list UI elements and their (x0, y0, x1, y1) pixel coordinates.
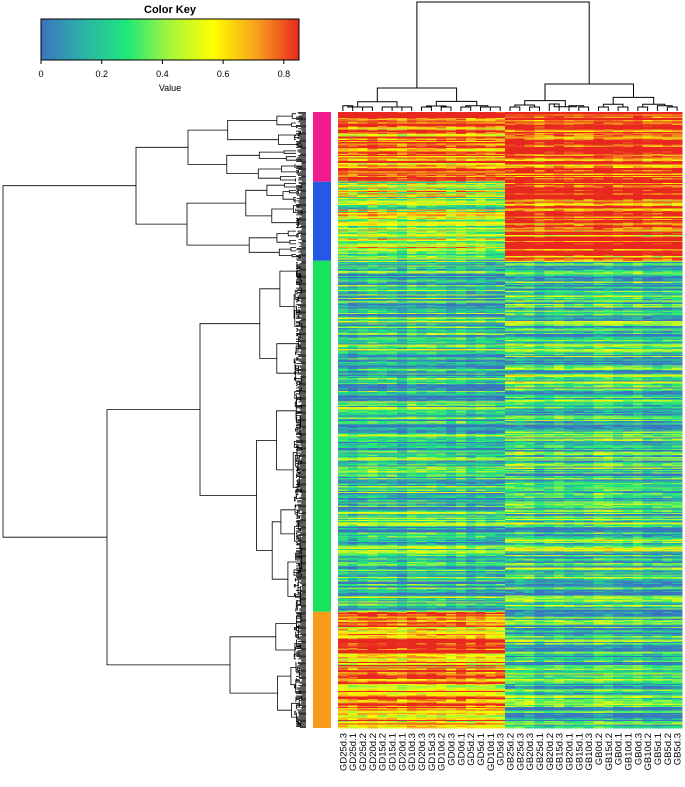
row-dendrogram-branch (267, 185, 285, 195)
row-dendrogram-branch (200, 324, 260, 496)
row-dendrogram-branch (280, 271, 297, 307)
row-dendrogram-branch (284, 151, 296, 153)
color-key-bar (41, 19, 299, 60)
row-dendrogram-branch (272, 522, 288, 579)
color-key-title: Color Key (144, 4, 197, 16)
column-dendrogram (343, 2, 677, 111)
color-key-tick-label: 0.8 (278, 69, 291, 79)
row-dendrogram-branch (296, 224, 298, 227)
row-dendrogram-branch (188, 130, 228, 164)
column-dendrogram-branch (358, 102, 397, 107)
column-dendrogram-branch (377, 88, 456, 102)
row-dendrogram-branch (281, 510, 295, 534)
row-dendrogram-branch (296, 339, 300, 341)
column-dendrogram-branch (510, 107, 520, 111)
column-dendrogram-branch (441, 107, 451, 111)
row-dendrogram-branch (296, 383, 297, 385)
row-dendrogram-branch (291, 667, 296, 684)
row-dendrogram-branch (296, 329, 298, 331)
color-key-tick-label: 0.2 (95, 69, 108, 79)
row-dendrogram-branch (296, 292, 297, 294)
color-key-axis: 0 0.2 0.4 0.6 0.8 (38, 60, 290, 79)
row-dendrogram-branch (279, 249, 292, 255)
row-dendrogram-branch (278, 135, 299, 145)
row-side-color-cluster2 (313, 182, 331, 261)
row-side-colors (313, 112, 331, 728)
row-dendrogram-branch (296, 300, 297, 302)
row-dendrogram-branch (277, 116, 292, 125)
column-dendrogram-branch (363, 107, 373, 111)
heatmap-figure: Color Key 0 0.2 0.4 0.6 0.8 Value GD25d.3GD2… (0, 0, 685, 787)
column-dendrogram-branch (490, 107, 500, 111)
column-dendrogram-branch (481, 107, 496, 111)
heatmap-grid (338, 112, 682, 728)
column-dendrogram-branch (545, 84, 634, 101)
row-dendrogram-branch (227, 155, 259, 173)
color-key-tick-label: 0.6 (217, 69, 230, 79)
row-side-color-cluster4 (313, 612, 331, 728)
row-dendrogram-branch (292, 123, 297, 127)
column-dendrogram-branch (579, 107, 589, 111)
row-dendrogram-branch (272, 209, 299, 223)
column-dendrogram-branch (382, 107, 392, 111)
row-dendrogram-branch (276, 624, 297, 651)
row-dendrogram-branch (230, 637, 278, 693)
row-dendrogram-branch (296, 475, 297, 477)
row-dendrogram-branch (296, 543, 297, 545)
row-dendrogram-branch (228, 120, 279, 139)
color-key: Color Key 0 0.2 0.4 0.6 0.8 Value (38, 4, 299, 93)
column-dendrogram-branch (638, 107, 648, 111)
row-dendrogram-branch (296, 218, 298, 220)
row-dendrogram-branch (298, 143, 302, 147)
row-dendrogram-branch (259, 152, 286, 158)
row-dendrogram-branch (278, 676, 292, 710)
row-dendrogram-branch (107, 410, 230, 665)
color-key-tick-label: 0 (38, 69, 43, 79)
color-key-xlabel: Value (159, 83, 181, 93)
column-dendrogram-branch (618, 107, 628, 111)
column-dendrogram-branch (402, 107, 412, 111)
color-key-tick-label: 0.4 (156, 69, 169, 79)
column-dendrogram-branch (599, 107, 609, 111)
row-dendrogram-branch (187, 203, 249, 245)
row-dendrogram-branch (3, 186, 136, 538)
row-dendrogram-branch (288, 231, 298, 236)
row-dendrogram-branch (246, 190, 272, 216)
row-dendrogram-branch (249, 238, 279, 253)
row-dendrogram-branch (257, 440, 277, 550)
row-dendrogram-branch (290, 240, 296, 244)
column-dendrogram-branch (461, 107, 471, 111)
row-dendrogram-branch (296, 179, 297, 181)
row-dendrogram-branch (295, 200, 296, 202)
column-dendrogram-branch (667, 107, 677, 111)
column-dendrogram-root (417, 2, 589, 88)
row-dendrogram-branch (281, 177, 297, 181)
column-dendrogram-branch (422, 107, 432, 111)
column-dendrogram-branch (530, 107, 540, 111)
row-dendrogram-branch (291, 247, 296, 251)
row-dendrogram (3, 113, 306, 728)
row-side-color-cluster1 (313, 112, 331, 182)
row-side-color-cluster3 (313, 261, 331, 612)
row-dendrogram-branch (285, 184, 302, 188)
row-dendrogram-branch (286, 157, 301, 161)
column-dendrogram-branch (613, 97, 654, 104)
row-dendrogram-branch (258, 169, 281, 178)
row-dendrogram-branch (136, 147, 188, 224)
